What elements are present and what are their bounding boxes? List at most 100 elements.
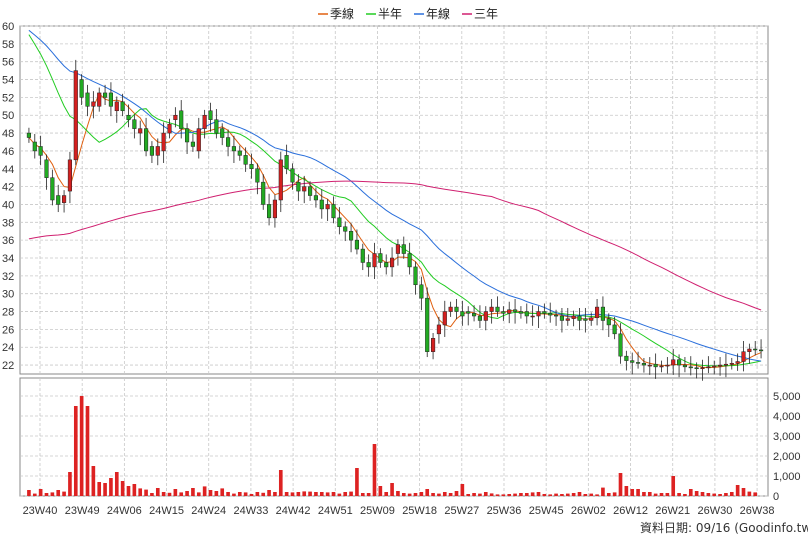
candle-body xyxy=(536,311,541,317)
volume-bar xyxy=(185,491,189,496)
volume-bar xyxy=(524,493,529,496)
volume-bar xyxy=(85,406,90,496)
volume-bar xyxy=(226,492,230,496)
candle-body xyxy=(407,253,412,268)
volume-bar xyxy=(278,470,283,496)
volume-bar xyxy=(530,492,535,496)
volume-bar xyxy=(214,491,219,496)
candle-body xyxy=(390,257,395,268)
candle-body xyxy=(671,359,676,366)
price-tick-label: 40 xyxy=(2,199,14,211)
candle-body xyxy=(507,309,512,314)
volume-bar xyxy=(595,494,599,496)
volume-bar xyxy=(460,484,465,496)
volume-bar xyxy=(314,492,318,496)
candle-body xyxy=(495,306,500,312)
volume-bar xyxy=(161,492,166,496)
volume-bar xyxy=(454,491,459,496)
price-tick-label: 30 xyxy=(2,289,14,301)
volume-bar xyxy=(360,493,365,496)
volume-bar xyxy=(507,494,512,496)
legend-label-1: 半年 xyxy=(378,7,402,21)
volume-bar xyxy=(753,492,758,496)
volume-tick-label: 1,000 xyxy=(773,471,801,483)
candle-body xyxy=(472,313,477,317)
x-tick-label: 25W09 xyxy=(360,505,395,517)
x-tick-label: 24W51 xyxy=(318,505,353,517)
candle-body xyxy=(173,114,178,120)
candle-body xyxy=(682,364,687,368)
candle-body xyxy=(677,359,682,366)
volume-bar xyxy=(565,493,570,496)
x-tick-label: 24W24 xyxy=(191,505,226,517)
candle-body xyxy=(747,348,752,352)
candle-body xyxy=(103,92,108,98)
x-tick-label: 25W27 xyxy=(444,505,479,517)
volume-bar xyxy=(642,492,646,496)
volume-bar xyxy=(196,492,201,496)
volume-bar xyxy=(624,486,629,496)
price-tick-label: 60 xyxy=(2,21,14,33)
volume-bar xyxy=(706,493,711,496)
x-tick-label: 24W42 xyxy=(276,505,311,517)
volume-bar xyxy=(519,493,523,496)
candle-body xyxy=(220,128,225,138)
volume-bar xyxy=(114,472,119,496)
candle-body xyxy=(214,119,219,134)
candle-body xyxy=(155,146,160,156)
volume-bar xyxy=(27,490,31,496)
candle-body xyxy=(712,365,717,368)
candle-body xyxy=(653,363,658,368)
volume-bar xyxy=(448,493,453,496)
volume-bar xyxy=(38,489,43,496)
candle-body xyxy=(513,309,518,312)
volume-bar xyxy=(671,476,676,496)
candle-body xyxy=(185,128,190,143)
volume-bar xyxy=(724,493,728,496)
x-tick-label: 25W45 xyxy=(529,505,564,517)
volume-bar xyxy=(472,493,476,496)
volume-bar xyxy=(138,488,143,496)
candle-body xyxy=(85,92,90,107)
price-tick-label: 38 xyxy=(2,217,14,229)
candle-body xyxy=(542,311,547,314)
candle-body xyxy=(477,315,482,321)
volume-bar xyxy=(302,491,307,496)
candle-body xyxy=(559,315,564,321)
candle-body xyxy=(729,363,734,365)
volume-bar xyxy=(694,491,699,496)
x-tick-label: 25W18 xyxy=(402,505,437,517)
volume-bar xyxy=(62,491,66,496)
candle-body xyxy=(278,159,283,201)
volume-bar xyxy=(612,492,617,496)
volume-bar xyxy=(91,466,96,496)
candle-body xyxy=(372,253,377,268)
price-axis: 22 24 26 28 30 32 34 36 38 40 42 44 46 48 50 52 54 56 58 60 xyxy=(2,21,14,372)
candle-body xyxy=(167,123,172,134)
volume-bar xyxy=(325,492,330,496)
volume-bar xyxy=(729,492,734,496)
price-tick-label: 48 xyxy=(2,128,14,140)
candle-body xyxy=(149,146,154,156)
candle-body xyxy=(38,146,43,156)
candle-body xyxy=(606,318,611,326)
volume-panel-frame xyxy=(19,377,769,497)
candle-body xyxy=(331,204,336,219)
volume-bar xyxy=(44,493,49,496)
candle-body xyxy=(694,367,699,370)
candle-body xyxy=(308,186,313,196)
volume-bar xyxy=(319,492,324,496)
x-tick-label: 26W02 xyxy=(571,505,606,517)
volume-bar xyxy=(103,483,107,496)
candle-body xyxy=(530,315,535,318)
volume-bar xyxy=(718,494,722,496)
candle-body xyxy=(237,150,242,156)
x-tick-label: 24W06 xyxy=(107,505,142,517)
candle-body xyxy=(501,311,506,314)
volume-bar xyxy=(571,493,576,496)
volume-bar xyxy=(677,493,681,496)
volume-bar xyxy=(273,492,277,496)
volume-bar xyxy=(712,493,717,496)
candle-body xyxy=(636,362,641,364)
